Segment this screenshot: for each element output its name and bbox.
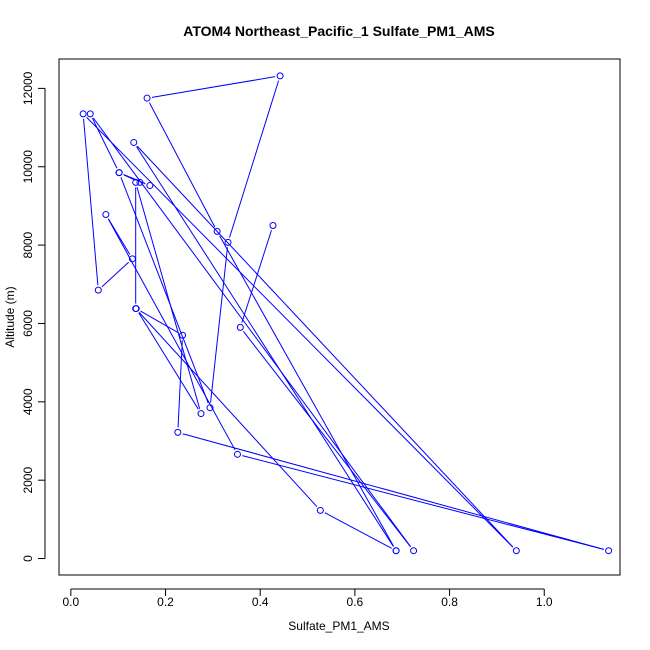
y-tick-label: 10000 [21,150,35,184]
series-segment [92,118,118,169]
series-segment [120,177,209,404]
x-axis: 0.0 0.2 0.4 0.6 0.8 1.0 [62,588,553,609]
y-tick-label: 8000 [21,231,35,258]
data-point [132,178,140,186]
series-segment [86,117,514,548]
data-point [136,178,144,186]
series-segment [138,311,318,508]
y-axis-title: Altitude (m) [3,286,17,347]
data-point [392,547,400,555]
series-segment [92,117,412,547]
series-segment [324,512,392,549]
series-lines [83,76,604,550]
data-point [146,182,154,190]
y-tick-label: 4000 [21,388,35,415]
series-segment [123,174,146,185]
data-point [86,110,94,118]
x-tick-label: 1.0 [536,595,553,609]
data-point [130,138,138,146]
series-segment [219,235,395,547]
data-point [410,547,418,555]
series-segment [136,145,514,548]
plot-frame [58,58,621,576]
series-segment [242,331,411,548]
data-point [79,110,87,118]
series-segment [101,261,130,288]
series-segment [242,455,604,550]
data-point [128,255,136,263]
x-tick-label: 0.6 [347,595,364,609]
series-segment [177,340,183,428]
data-point [102,211,110,219]
y-tick-label: 6000 [21,310,35,337]
data-point [233,450,241,458]
series-segment [136,187,201,409]
series-segment [107,218,236,451]
series-segment [83,118,99,286]
data-point [197,410,205,418]
y-tick-label: 12000 [21,71,35,105]
data-point [236,323,244,331]
data-point [224,238,232,246]
x-tick-label: 0.8 [441,595,458,609]
series-segment [229,80,280,238]
series-segment [151,76,276,98]
data-point [143,94,151,102]
x-tick-label: 0.2 [157,595,174,609]
series-segment [182,433,604,550]
data-point [115,169,123,177]
data-point [276,72,284,80]
series-segment [138,312,199,410]
y-axis: 0 2000 4000 6000 8000 10000 12000 [21,71,46,562]
data-point [179,331,187,339]
series-segment [241,230,272,323]
series-points [79,72,613,555]
data-point [94,286,102,294]
y-tick-label: 2000 [21,467,35,494]
x-tick-label: 0.0 [62,595,79,609]
data-point [605,547,613,555]
data-point [316,506,324,514]
y-tick-label: 0 [21,555,35,562]
data-point [206,404,214,412]
series-segment [210,247,228,403]
data-point [213,227,221,235]
chart-title: ATOM4 Northeast_Pacific_1 Sulfate_PM1_AM… [183,23,494,39]
x-tick-label: 0.4 [252,595,269,609]
data-point [174,428,182,436]
data-point [132,305,140,313]
x-axis-title: Sulfate_PM1_AMS [288,619,389,633]
series-segment [148,102,216,228]
data-point [512,547,520,555]
data-point [269,222,277,230]
series-segment [140,310,179,334]
